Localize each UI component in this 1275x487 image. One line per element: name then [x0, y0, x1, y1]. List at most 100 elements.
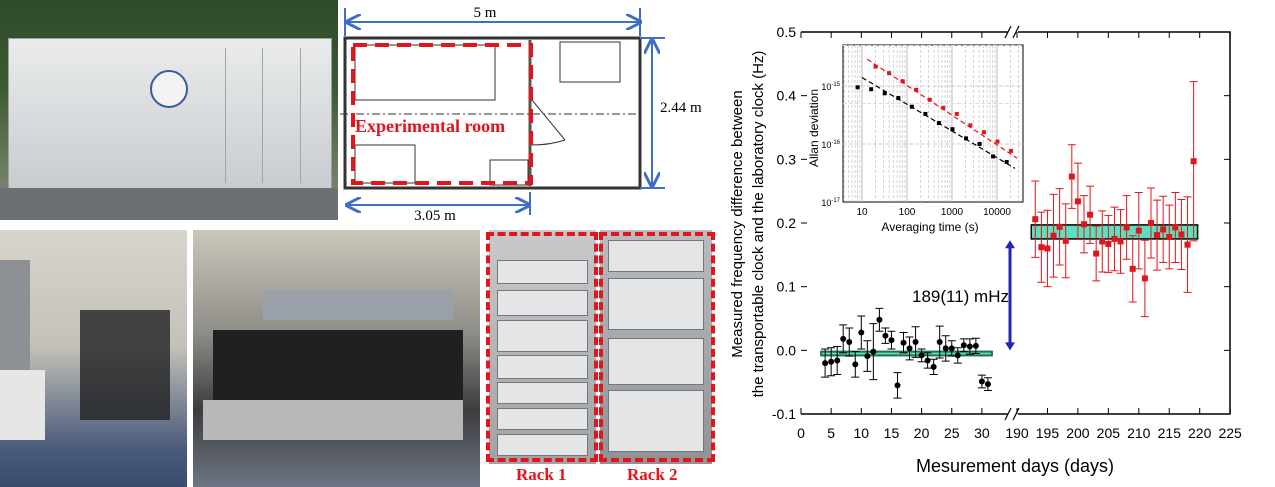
container-logo — [150, 70, 188, 108]
data-point — [1038, 244, 1045, 251]
inset-x-tick-label: 10 — [856, 207, 868, 218]
data-point — [1044, 245, 1051, 252]
lab-interior-photo — [0, 230, 187, 487]
data-point — [870, 348, 877, 355]
tick-base: 10 — [821, 198, 831, 208]
container-photo — [0, 0, 338, 220]
data-point — [948, 345, 955, 352]
inset-data-point — [1004, 159, 1009, 164]
x-tick-label: 10 — [854, 425, 870, 441]
inset-data-point — [923, 111, 928, 116]
data-point — [1166, 234, 1173, 241]
y-tick-label: 0.2 — [777, 215, 797, 231]
inset-data-point — [968, 123, 973, 128]
x-tick-label: 0 — [797, 425, 805, 441]
data-point — [918, 352, 925, 359]
data-point — [876, 316, 883, 323]
y-tick-label: -0.1 — [772, 406, 796, 422]
inset-y-tick-label: 10-15 — [821, 82, 840, 92]
tick-exponent: -17 — [831, 198, 840, 204]
container-body — [8, 38, 332, 190]
y-tick-label: 0.1 — [777, 279, 797, 295]
inset-data-point — [869, 87, 874, 92]
door-swing — [531, 99, 566, 146]
axis-break-mark — [1004, 25, 1020, 39]
x-tick-label: 5 — [827, 425, 835, 441]
data-point — [828, 358, 835, 365]
data-point — [1093, 250, 1100, 257]
inset-data-point — [855, 85, 860, 90]
tick-exponent: -16 — [831, 140, 840, 146]
x-tick-label: 200 — [1066, 425, 1090, 441]
inset-data-point — [1009, 148, 1014, 153]
container-door-line — [300, 48, 301, 183]
data-point — [1032, 216, 1039, 223]
inset-x-tick-label: 100 — [899, 207, 916, 218]
data-point — [1074, 198, 1081, 205]
inset-data-point — [950, 127, 955, 132]
inset-y-tick-label: 10-16 — [821, 140, 840, 150]
x-tick-label: 225 — [1218, 425, 1242, 441]
inset-data-point — [981, 130, 986, 135]
data-point — [984, 381, 991, 388]
inset-x-tick-label: 10000 — [983, 207, 1011, 218]
rack-1-photo — [489, 230, 596, 464]
rack-unit — [497, 434, 588, 456]
data-point — [882, 332, 889, 339]
inset-frame — [842, 44, 1024, 203]
rack-2-outline — [599, 232, 715, 462]
data-point — [1172, 224, 1179, 231]
data-point — [888, 337, 895, 344]
rack-unit — [608, 338, 704, 385]
data-point — [852, 361, 859, 368]
data-point — [894, 382, 901, 389]
data-point — [1154, 232, 1161, 239]
inset-data-point — [882, 91, 887, 96]
inset-data-point — [941, 105, 946, 110]
data-point — [936, 339, 943, 346]
x-tick-label: 215 — [1158, 425, 1182, 441]
y-tick-label: 0.3 — [777, 151, 797, 167]
rack-unit — [497, 290, 588, 316]
experimental-room-label: Experimental room — [355, 116, 505, 136]
bed — [559, 41, 621, 83]
data-point — [906, 345, 913, 352]
inset-y-tick-label: 10-17 — [821, 198, 840, 208]
rack-unit — [608, 390, 704, 452]
data-point — [858, 329, 865, 336]
y-tick-label: 0.5 — [777, 24, 797, 40]
rack-2-label: Rack 2 — [627, 465, 678, 484]
x-tick-label: 210 — [1127, 425, 1151, 441]
rack-unit — [608, 278, 704, 330]
inset-data-point — [873, 64, 878, 69]
laser-boxes — [213, 330, 463, 400]
width-label: 5 m — [474, 5, 497, 21]
data-point — [930, 363, 937, 370]
data-point — [942, 345, 949, 352]
inset-data-point — [991, 154, 996, 159]
rack-unit — [497, 382, 588, 404]
data-point — [1160, 226, 1167, 233]
container-door-line — [262, 48, 263, 183]
data-point — [1062, 237, 1069, 244]
physics-package — [263, 290, 453, 320]
container-outline — [343, 36, 642, 190]
inset-data-point — [995, 139, 1000, 144]
y-tick-label: 0.4 — [777, 88, 797, 104]
data-point — [954, 352, 961, 359]
inset-data-point — [909, 104, 914, 109]
optical-setup — [80, 310, 170, 420]
rack-1-label: Rack 1 — [516, 465, 567, 484]
data-point — [1087, 211, 1094, 218]
inset-data-point — [977, 142, 982, 146]
inset-data-point — [954, 111, 959, 116]
data-point — [1184, 241, 1191, 248]
rack-unit — [497, 260, 588, 284]
inset-data-point — [887, 71, 892, 76]
data-point — [912, 339, 919, 346]
data-point — [960, 342, 967, 349]
optical-setup-photo — [193, 230, 480, 487]
data-point — [1141, 275, 1148, 282]
data-point — [1105, 241, 1112, 248]
tick-base: 10 — [821, 140, 831, 150]
